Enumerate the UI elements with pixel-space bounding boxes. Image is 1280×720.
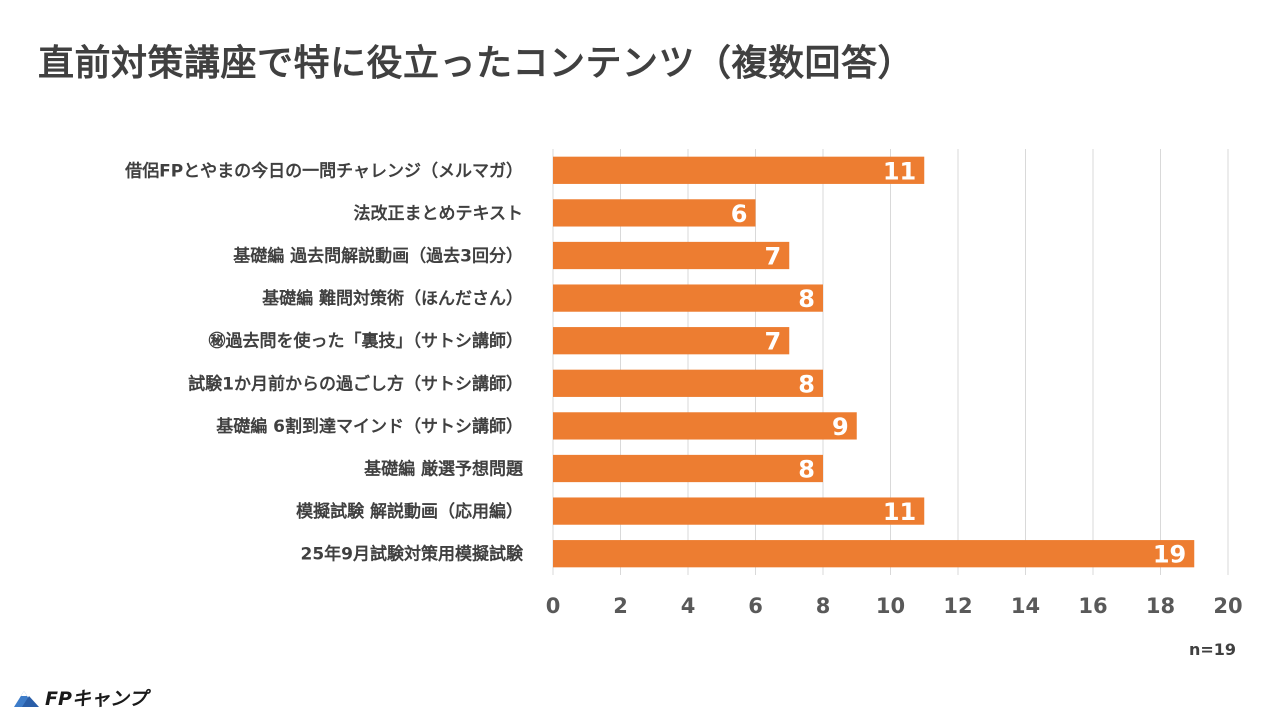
category-label: ㊙過去問を使った「裏技」（サトシ講師） [209,331,524,352]
category-label: 法改正まとめテキスト [354,203,524,224]
page-title: 直前対策講座で特に役立ったコンテンツ（複数回答） [38,43,915,84]
category-label: 基礎編 難問対策術（ほんださん） [261,288,523,309]
bar [553,369,823,397]
x-tick-label: 4 [681,594,696,618]
bar [553,497,925,525]
category-label: 借侶FPとやまの今日の一問チャレンジ（メルマガ） [124,160,523,181]
bar [553,199,756,227]
x-tick-label: 20 [1213,594,1242,618]
category-label: 基礎編 過去問解説動画（過去3回分） [232,246,523,267]
data-label: 7 [765,243,782,271]
brand-logo: FPキャンプ [12,684,147,711]
category-label: 基礎編 厳選予想問題 [363,459,524,480]
data-label: 8 [798,370,815,398]
data-label: 8 [798,456,815,484]
data-label: 9 [832,413,849,441]
x-tick-label: 16 [1078,594,1107,618]
x-axis-ticks: 0 2 4 6 8 10 12 14 16 18 20 [546,594,1243,618]
x-tick-label: 6 [748,594,763,618]
logo-mountain-icon [14,690,39,707]
category-label: 基礎編 6割到達マインド（サトシ講師） [215,416,523,437]
bar [553,454,823,483]
data-label: 6 [731,200,748,228]
bar [553,284,823,312]
x-tick-label: 14 [1011,594,1040,618]
logo-text: FPキャンプ [45,688,148,710]
bar [553,540,1195,568]
sample-size-label: n=19 [1188,640,1236,659]
x-tick-label: 2 [613,594,628,618]
data-label: 11 [883,498,916,526]
x-tick-label: 8 [816,594,831,618]
x-tick-label: 10 [876,594,905,618]
data-label: 19 [1153,541,1186,569]
bar [553,412,857,440]
data-label: 8 [798,285,815,313]
category-label: 模擬試験 解説動画（応用編） [296,501,523,522]
x-tick-label: 18 [1146,594,1175,618]
data-label: 11 [883,157,916,185]
bar [553,327,790,355]
category-label: 試験1か月前からの過ごし方（サトシ講師） [188,373,523,394]
category-label: 25年9月試験対策用模擬試験 [301,544,524,565]
x-tick-label: 12 [943,594,972,618]
bar [553,241,790,270]
bar [553,156,925,184]
x-tick-label: 0 [546,594,561,618]
data-label: 7 [765,328,782,356]
